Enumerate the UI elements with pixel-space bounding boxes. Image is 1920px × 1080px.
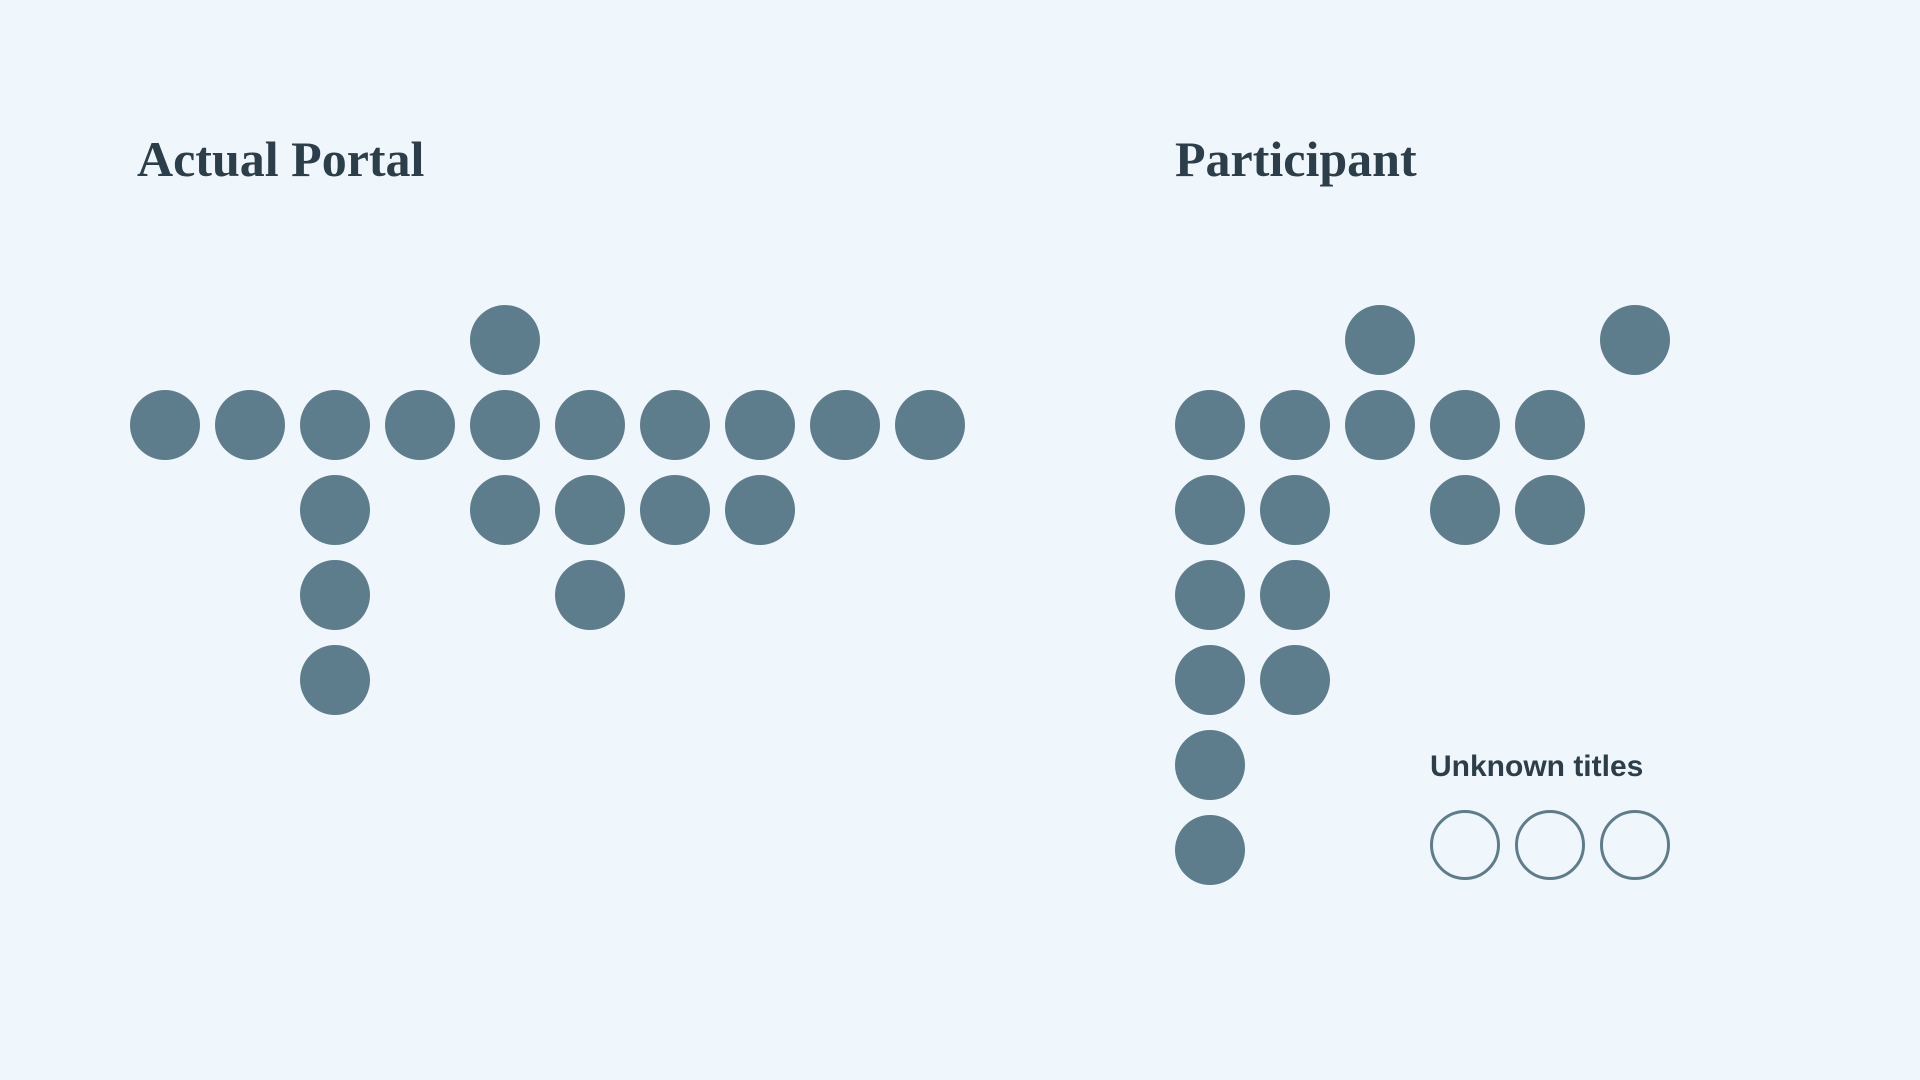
dot-icon: [895, 390, 965, 460]
right-title: Participant: [1175, 130, 1417, 188]
dot-icon: [1430, 390, 1500, 460]
dot-icon: [1515, 390, 1585, 460]
dot-icon: [300, 645, 370, 715]
dot-icon: [215, 390, 285, 460]
dot-icon: [470, 305, 540, 375]
dot-icon: [1260, 390, 1330, 460]
dot-icon: [1515, 475, 1585, 545]
dot-icon: [1175, 475, 1245, 545]
dot-icon: [1175, 560, 1245, 630]
dot-icon: [300, 475, 370, 545]
dot-icon: [1175, 645, 1245, 715]
dot-icon: [1175, 730, 1245, 800]
dot-icon: [300, 390, 370, 460]
dot-icon: [300, 560, 370, 630]
unknown-titles-label: Unknown titles: [1430, 750, 1643, 784]
dot-icon: [1260, 645, 1330, 715]
dot-icon: [640, 390, 710, 460]
dot-icon: [1345, 305, 1415, 375]
dot-icon: [1175, 390, 1245, 460]
dot-icon: [1430, 475, 1500, 545]
dot-icon: [555, 560, 625, 630]
dot-icon: [1600, 305, 1670, 375]
left-title: Actual Portal: [137, 130, 424, 188]
dot-icon: [130, 390, 200, 460]
dot-outline-icon: [1600, 810, 1670, 880]
dot-icon: [555, 390, 625, 460]
dot-icon: [470, 390, 540, 460]
dot-icon: [1345, 390, 1415, 460]
dot-icon: [810, 390, 880, 460]
dot-outline-icon: [1430, 810, 1500, 880]
dot-icon: [470, 475, 540, 545]
dot-icon: [1260, 560, 1330, 630]
dot-icon: [555, 475, 625, 545]
dot-icon: [725, 390, 795, 460]
dot-icon: [640, 475, 710, 545]
dot-icon: [385, 390, 455, 460]
dot-icon: [725, 475, 795, 545]
dot-icon: [1260, 475, 1330, 545]
dot-icon: [1175, 815, 1245, 885]
dot-outline-icon: [1515, 810, 1585, 880]
